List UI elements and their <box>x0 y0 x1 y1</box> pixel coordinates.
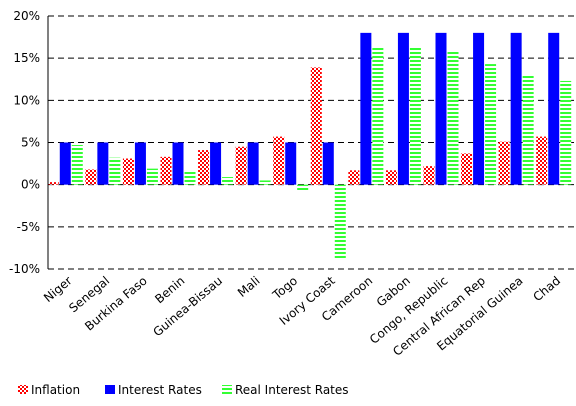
bar-inflation <box>85 169 97 185</box>
y-tick-label: 10% <box>13 93 40 107</box>
bar-real-interest-rates <box>109 157 121 185</box>
y-tick-label: 5% <box>21 136 40 150</box>
bar-interest-rates <box>247 142 259 185</box>
bar-inflation <box>273 136 285 185</box>
bar-real-interest-rates <box>184 170 196 185</box>
y-tick-label: 0% <box>21 178 40 192</box>
y-tick-label: 15% <box>13 51 40 65</box>
legend-swatch <box>222 385 232 394</box>
legend-swatch <box>105 385 115 394</box>
bar-interest-rates <box>59 142 71 185</box>
bar-inflation <box>310 67 322 185</box>
bar-interest-rates <box>210 142 222 185</box>
x-tick-label: Chad <box>530 274 563 305</box>
y-tick-label: -5% <box>17 220 40 234</box>
x-tick-label: Mali <box>235 274 263 300</box>
bar-real-interest-rates <box>146 168 158 185</box>
bar-inflation <box>47 182 59 185</box>
y-tick-label: 20% <box>13 9 40 23</box>
legend-swatch <box>18 385 28 394</box>
bar-real-interest-rates <box>71 145 83 185</box>
bar-interest-rates <box>510 32 522 185</box>
bar-real-interest-rates <box>485 64 497 185</box>
x-tick-label: Niger <box>41 274 75 305</box>
legend-label: Real Interest Rates <box>235 383 349 397</box>
bar-real-interest-rates <box>522 75 534 185</box>
bar-real-interest-rates <box>222 177 234 185</box>
bar-inflation <box>385 170 397 185</box>
legend: Inflation Interest Rates Real Interest Rat… <box>18 383 349 397</box>
bar-inflation <box>461 153 473 185</box>
bar-interest-rates <box>172 142 184 185</box>
x-tick-label: Togo <box>269 274 300 303</box>
bar-real-interest-rates <box>447 51 459 185</box>
bar-interest-rates <box>322 142 334 185</box>
bar-inflation <box>498 141 510 185</box>
bar-interest-rates <box>134 142 146 185</box>
bars <box>47 32 572 260</box>
legend-label: Interest Rates <box>118 383 202 397</box>
bar-real-interest-rates <box>372 47 384 185</box>
bar-interest-rates <box>360 32 372 185</box>
bar-interest-rates <box>548 32 560 185</box>
x-tick-label: Guinea-Bissau <box>150 274 225 340</box>
bar-interest-rates <box>285 142 297 185</box>
bar-inflation <box>235 146 247 185</box>
bar-inflation <box>348 170 360 185</box>
bar-interest-rates <box>435 32 447 185</box>
bar-inflation <box>423 166 435 185</box>
bar-real-interest-rates <box>409 47 421 185</box>
bar-interest-rates <box>473 32 485 185</box>
bar-interest-rates <box>97 142 109 185</box>
bar-real-interest-rates <box>297 184 309 191</box>
bar-real-interest-rates <box>334 184 346 260</box>
bar-inflation <box>198 150 210 185</box>
bar-inflation <box>160 156 172 185</box>
bar-real-interest-rates <box>259 180 271 185</box>
bar-inflation <box>122 158 134 185</box>
bar-inflation <box>536 136 548 185</box>
bar-real-interest-rates <box>560 80 572 185</box>
y-tick-label: -10% <box>9 262 40 276</box>
bar-interest-rates <box>397 32 409 185</box>
legend-label: Inflation <box>31 383 80 397</box>
